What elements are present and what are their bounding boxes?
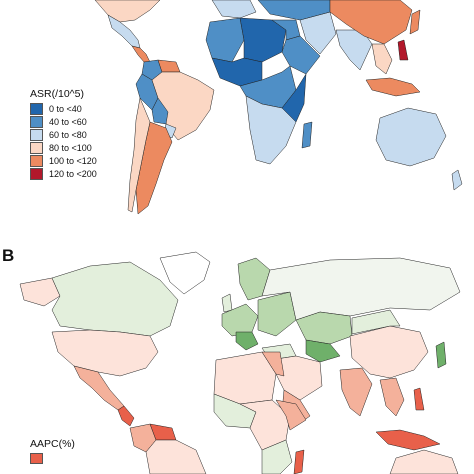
country-new-zealand-a bbox=[451, 169, 463, 191]
asr-legend-item: 60 to <80 bbox=[30, 128, 97, 141]
country-australia-a bbox=[375, 107, 447, 167]
country-brazil-b bbox=[145, 439, 207, 474]
country-central-america-a bbox=[131, 45, 151, 63]
asr-legend-title: ASR(/10^5) bbox=[30, 88, 84, 100]
country-southern-africa-a bbox=[245, 95, 297, 165]
country-usa-a bbox=[94, 0, 161, 23]
country-philippines-b bbox=[413, 387, 425, 411]
country-central-asia-b bbox=[305, 339, 341, 363]
asr-legend-label: 100 to <120 bbox=[49, 155, 97, 166]
country-philippines-a bbox=[397, 39, 409, 61]
asr-legend: ASR(/10^5) 0 to <40 40 to <60 60 to <80 … bbox=[30, 88, 97, 180]
country-chile-a bbox=[127, 97, 151, 213]
asr-legend-item: 100 to <120 bbox=[30, 154, 97, 167]
country-europe-south-a bbox=[211, 0, 257, 19]
country-brazil-a bbox=[151, 71, 215, 141]
asr-legend-swatch bbox=[30, 154, 43, 167]
country-central-asia-a bbox=[257, 0, 331, 21]
aapc-legend-swatch bbox=[30, 453, 43, 464]
country-bolivia-a bbox=[151, 97, 169, 125]
country-west-africa-a bbox=[211, 57, 263, 87]
asr-legend-label: 60 to <80 bbox=[49, 129, 87, 140]
country-egypt-b bbox=[261, 351, 285, 377]
asr-legend-label: 80 to <100 bbox=[49, 142, 92, 153]
asr-legend-swatch bbox=[30, 102, 43, 115]
country-usa-b bbox=[51, 329, 159, 377]
asr-legend-label: 120 to <200 bbox=[49, 168, 97, 179]
country-japan-a bbox=[409, 9, 421, 35]
asr-legend-swatch bbox=[30, 128, 43, 141]
country-russia-b bbox=[261, 257, 461, 321]
aapc-legend: AAPC(%) bbox=[30, 438, 75, 465]
country-india-b bbox=[339, 367, 373, 417]
country-canada-b bbox=[51, 261, 179, 337]
country-alaska-b bbox=[19, 277, 61, 307]
country-east-africa-b bbox=[261, 439, 293, 474]
country-mongolia-b bbox=[351, 309, 401, 335]
country-north-africa-west-a bbox=[205, 17, 245, 63]
aapc-legend-item bbox=[30, 452, 75, 465]
country-eastern-europe-b bbox=[257, 291, 297, 337]
country-china-b bbox=[349, 325, 429, 379]
country-venezuela-a bbox=[157, 59, 181, 73]
country-southeast-asia-b bbox=[379, 377, 405, 417]
country-horn-africa-b bbox=[275, 399, 307, 431]
asr-legend-label: 0 to <40 bbox=[49, 103, 82, 114]
country-middle-east-b bbox=[269, 355, 323, 401]
asr-world-map bbox=[94, 0, 463, 215]
asr-legend-swatch bbox=[30, 115, 43, 128]
asr-legend-swatch bbox=[30, 167, 43, 180]
asr-legend-item: 120 to <200 bbox=[30, 167, 97, 180]
country-madagascar-b bbox=[293, 449, 305, 474]
country-central-america-b bbox=[117, 405, 135, 427]
asr-legend-label: 40 to <60 bbox=[49, 116, 87, 127]
country-madagascar-a bbox=[301, 121, 313, 149]
country-indonesia-b bbox=[375, 429, 441, 451]
asr-legend-item: 40 to <60 bbox=[30, 115, 97, 128]
panel-a-asr-map: ASR(/10^5) 0 to <40 40 to <60 60 to <80 … bbox=[0, 0, 474, 236]
panel-b-letter: B bbox=[2, 246, 15, 265]
country-uk-b bbox=[221, 293, 233, 313]
country-australia-b bbox=[389, 449, 459, 474]
aapc-world-map bbox=[19, 251, 461, 474]
aapc-legend-title: AAPC(%) bbox=[30, 438, 75, 450]
country-japan-b bbox=[435, 341, 447, 369]
asr-legend-item: 80 to <100 bbox=[30, 141, 97, 154]
panel-b-aapc-map: B bbox=[0, 240, 474, 474]
country-indonesia-a bbox=[365, 77, 421, 97]
country-southeast-asia-a bbox=[371, 43, 393, 75]
asr-legend-item: 0 to <40 bbox=[30, 102, 97, 115]
country-central-europe-b bbox=[235, 331, 259, 351]
country-greenland-b bbox=[159, 251, 211, 295]
asr-legend-swatch bbox=[30, 141, 43, 154]
